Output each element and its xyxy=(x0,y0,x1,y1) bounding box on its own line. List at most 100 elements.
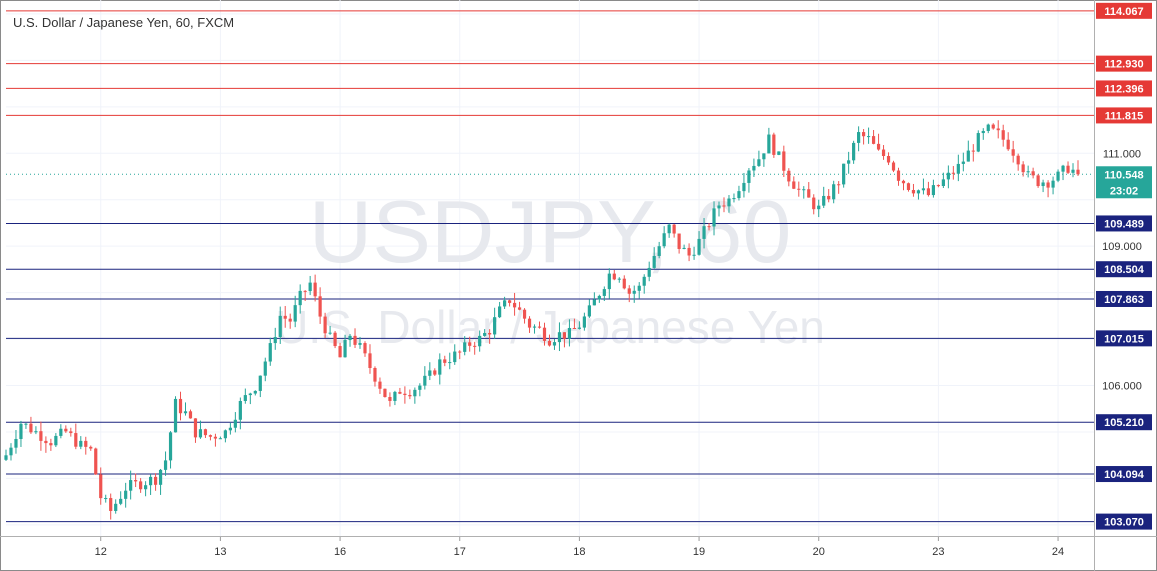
candle-body xyxy=(612,273,616,280)
candle xyxy=(852,140,856,164)
candle-body xyxy=(906,183,911,190)
candle xyxy=(338,342,342,358)
candle xyxy=(757,150,761,167)
candle xyxy=(428,362,432,381)
candle xyxy=(1041,179,1045,193)
candle xyxy=(278,306,282,344)
candle xyxy=(54,433,58,448)
candle-body xyxy=(1026,171,1030,173)
candle-body xyxy=(29,423,33,433)
candle-body xyxy=(737,191,741,199)
candle xyxy=(767,127,771,154)
candle xyxy=(822,186,826,208)
resistance-level-tag xyxy=(1096,55,1152,72)
candle-body xyxy=(847,160,851,164)
candle-body xyxy=(607,273,611,290)
candle-body xyxy=(1076,169,1080,175)
candle xyxy=(936,184,940,188)
chart-title: U.S. Dollar / Japanese Yen, 60, FXCM xyxy=(13,15,234,30)
candle xyxy=(802,186,806,199)
price-tick-label: 106.000 xyxy=(1102,381,1142,393)
candle-body xyxy=(39,431,43,441)
candle-body xyxy=(911,189,916,194)
candle xyxy=(572,318,577,330)
candle-body xyxy=(632,290,636,294)
candle-body xyxy=(109,498,113,511)
candle-body xyxy=(218,438,222,440)
candle xyxy=(343,334,347,358)
candle-body xyxy=(617,278,621,280)
chart-grid xyxy=(6,0,1094,536)
candle xyxy=(94,447,98,475)
candle xyxy=(158,468,163,495)
candle xyxy=(667,223,671,238)
time-tick-label: 13 xyxy=(214,546,226,558)
candle xyxy=(717,201,721,217)
candle xyxy=(1011,140,1015,163)
candle xyxy=(109,493,113,520)
candle xyxy=(871,130,876,145)
candle-body xyxy=(916,190,921,194)
candle-body xyxy=(692,254,696,256)
candle xyxy=(1006,132,1010,151)
candle xyxy=(532,324,537,334)
candle-body xyxy=(702,226,706,239)
candle xyxy=(682,244,686,250)
candle xyxy=(552,338,557,350)
candle xyxy=(34,426,38,435)
candle-body xyxy=(198,429,203,438)
countdown-label: 23:02 xyxy=(1110,185,1138,197)
candle-body xyxy=(223,430,227,439)
candle-body xyxy=(308,282,312,292)
candle xyxy=(507,299,512,307)
candle-body xyxy=(478,335,482,347)
candle xyxy=(358,336,362,349)
candle-body xyxy=(358,343,362,345)
candle-body xyxy=(393,391,397,401)
candle-body xyxy=(777,151,781,155)
candle xyxy=(228,422,232,435)
candle-body xyxy=(1011,149,1015,156)
candle xyxy=(562,332,567,348)
price-axis[interactable]: 106.000 109.000 111.000 xyxy=(1102,148,1142,392)
candle-body xyxy=(74,433,78,447)
support-level-tag xyxy=(1096,414,1152,431)
candle-body xyxy=(677,233,681,249)
candle-body xyxy=(582,316,586,328)
candle-body xyxy=(682,247,686,249)
candle-body xyxy=(1031,171,1035,176)
candle-body xyxy=(348,335,352,341)
candle-body xyxy=(298,290,302,306)
candle-body xyxy=(552,342,557,346)
candle-body xyxy=(802,189,806,191)
time-axis[interactable]: 12 13 16 17 18 19 20 23 24 xyxy=(95,537,1065,558)
candle xyxy=(752,158,756,177)
candle xyxy=(353,328,357,348)
candle xyxy=(597,294,601,303)
candle-body xyxy=(1071,169,1075,173)
candle-body xyxy=(812,197,816,210)
candle xyxy=(742,172,746,198)
candle-body xyxy=(852,142,856,161)
candle xyxy=(797,181,801,197)
candle xyxy=(163,451,168,476)
candle xyxy=(14,430,18,454)
support-level-tag-label: 108.504 xyxy=(1104,264,1145,276)
candle xyxy=(931,179,936,198)
candle-body xyxy=(463,342,467,352)
time-tick-label: 23 xyxy=(932,546,944,558)
candle-body xyxy=(971,150,975,152)
candle xyxy=(84,436,88,455)
candle-body xyxy=(303,290,307,292)
candle xyxy=(687,243,691,262)
candle-body xyxy=(577,327,581,329)
candle xyxy=(124,482,128,508)
candle xyxy=(772,132,776,158)
candle xyxy=(293,295,297,328)
candle-body xyxy=(842,163,846,185)
candle-body xyxy=(413,389,417,397)
candle xyxy=(348,333,352,347)
candle xyxy=(866,127,871,144)
candle-body xyxy=(697,238,701,255)
